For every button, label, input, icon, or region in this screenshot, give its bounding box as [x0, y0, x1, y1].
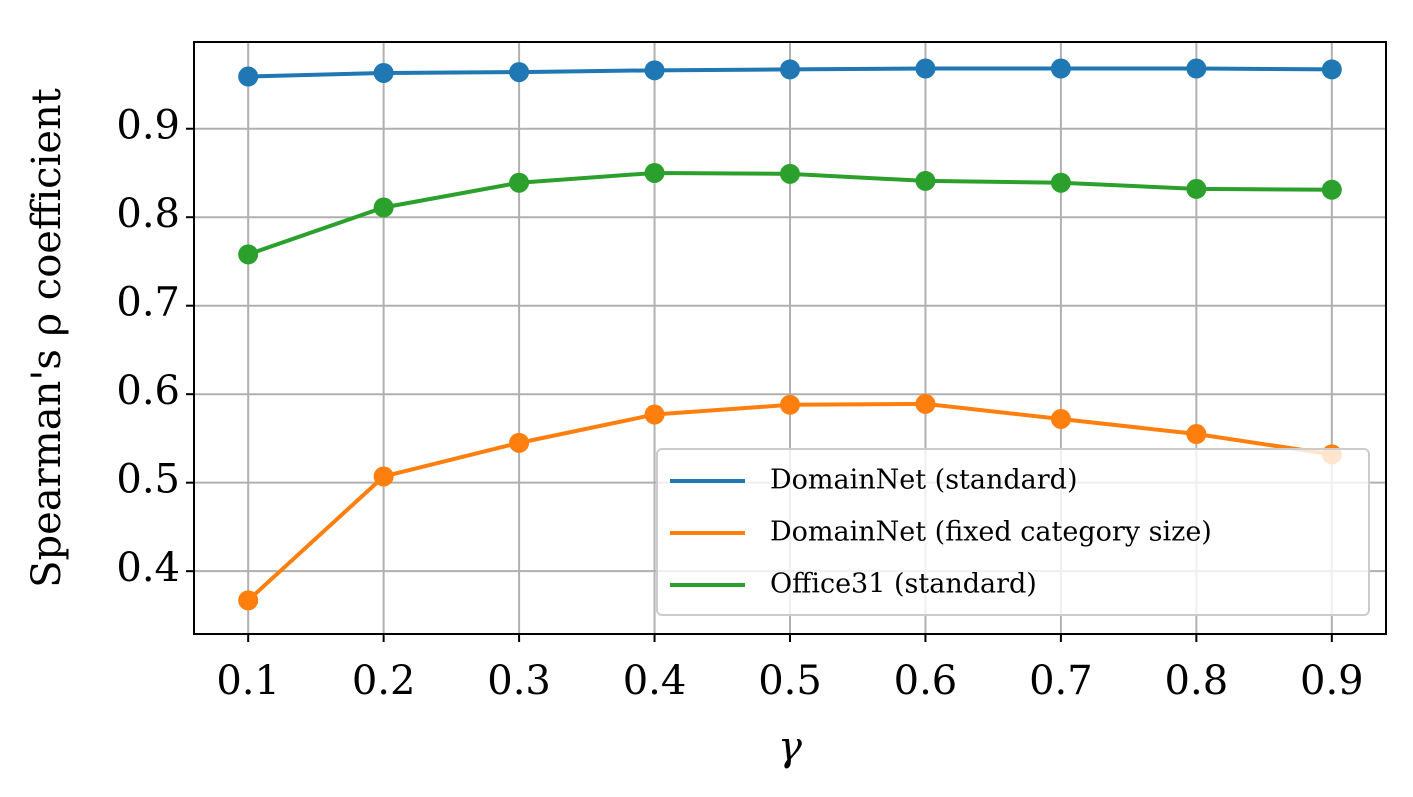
y-tick-label: 0.7: [116, 280, 180, 326]
x-tick-label: 0.9: [1300, 658, 1364, 704]
marker: [644, 404, 665, 425]
marker: [780, 394, 800, 415]
marker: [509, 62, 530, 83]
marker: [1321, 179, 1342, 200]
x-tick-label: 0.7: [1029, 658, 1093, 704]
x-tick-label: 0.1: [216, 658, 280, 704]
y-tick-label: 0.8: [116, 191, 180, 237]
marker: [644, 60, 665, 81]
legend-label: Office31 (standard): [770, 569, 1037, 600]
marker: [373, 197, 394, 218]
x-tick-label: 0.2: [352, 658, 416, 704]
x-tick-label: 0.3: [487, 658, 551, 704]
marker: [1186, 58, 1207, 79]
x-tick-label: 0.4: [623, 658, 687, 704]
legend-label: DomainNet (fixed category size): [770, 517, 1212, 548]
marker: [1050, 408, 1071, 429]
marker: [915, 58, 936, 79]
legend-box: [656, 448, 1370, 616]
marker: [509, 172, 530, 193]
marker: [1186, 178, 1207, 199]
marker: [1186, 424, 1207, 445]
marker: [238, 244, 259, 265]
marker: [644, 162, 665, 183]
x-axis-label: γ: [778, 724, 802, 770]
legend-label: DomainNet (standard): [770, 465, 1078, 496]
y-axis-label: Spearman's ρ coefficient: [24, 88, 70, 588]
x-tick-label: 0.6: [894, 658, 958, 704]
y-tick-label: 0.6: [116, 368, 180, 414]
marker: [1321, 59, 1342, 80]
x-tick-label: 0.8: [1165, 658, 1229, 704]
marker: [915, 393, 936, 414]
marker: [780, 163, 800, 184]
marker: [373, 466, 394, 487]
y-tick-label: 0.5: [116, 457, 180, 503]
marker: [238, 590, 259, 611]
marker: [1050, 58, 1071, 79]
plot-frame: [193, 41, 1387, 635]
marker: [780, 59, 800, 80]
y-tick-label: 0.4: [116, 545, 180, 591]
marker: [238, 66, 259, 87]
marker: [373, 62, 394, 83]
marker: [915, 170, 936, 191]
y-tick-label: 0.9: [116, 103, 180, 149]
marker: [509, 432, 530, 453]
marker: [1050, 172, 1071, 193]
x-tick-label: 0.5: [758, 658, 822, 704]
